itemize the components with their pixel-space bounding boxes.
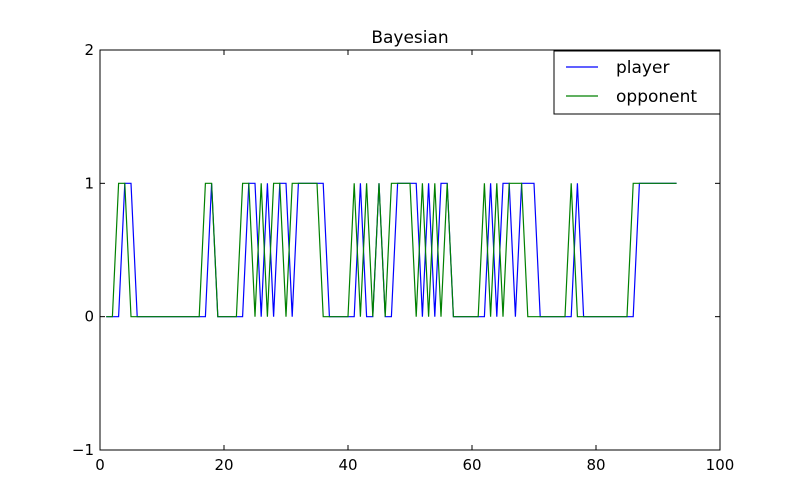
series-line-opponent xyxy=(106,182,677,318)
y-tick-label: −1 xyxy=(72,441,94,459)
x-tick-label: 20 xyxy=(214,456,233,474)
legend-label-player: player xyxy=(616,58,669,78)
y-tick-label: 2 xyxy=(84,41,94,59)
series-line-player xyxy=(106,182,677,318)
series-layer xyxy=(106,182,677,318)
legend-label-opponent: opponent xyxy=(616,87,697,107)
x-tick-label: 60 xyxy=(462,456,481,474)
x-tick-label: 100 xyxy=(706,456,735,474)
y-tick-label: 1 xyxy=(84,174,94,192)
y-tick-label: 0 xyxy=(84,308,94,326)
plot-frame xyxy=(99,49,721,451)
x-tick-label: 80 xyxy=(586,456,605,474)
legend-box xyxy=(553,50,721,115)
chart-title: Bayesian xyxy=(371,28,448,48)
legend: player opponent xyxy=(553,50,721,115)
x-tick-label: 40 xyxy=(338,456,357,474)
x-tick-label: 0 xyxy=(95,456,105,474)
